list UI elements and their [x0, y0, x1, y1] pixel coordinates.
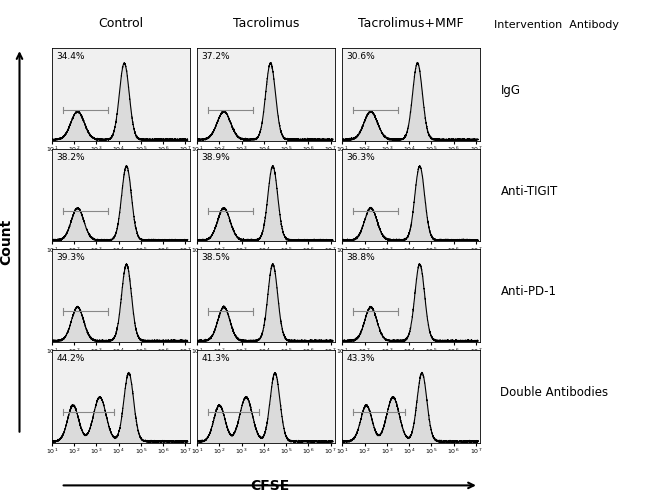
Text: 30.6%: 30.6%: [346, 52, 375, 61]
Text: CFSE: CFSE: [250, 479, 289, 493]
Text: 43.3%: 43.3%: [346, 354, 375, 363]
Text: 41.3%: 41.3%: [202, 354, 230, 363]
Text: IgG: IgG: [500, 84, 521, 97]
Text: 36.3%: 36.3%: [346, 152, 375, 161]
Text: Anti-PD-1: Anti-PD-1: [500, 285, 556, 298]
Text: Anti-TIGIT: Anti-TIGIT: [500, 185, 558, 198]
Text: 37.2%: 37.2%: [202, 52, 230, 61]
Text: Tacrolimus: Tacrolimus: [233, 17, 299, 30]
Text: 38.2%: 38.2%: [56, 152, 84, 161]
Text: Tacrolimus+MMF: Tacrolimus+MMF: [359, 17, 464, 30]
Text: Double Antibodies: Double Antibodies: [500, 386, 608, 399]
Text: 38.8%: 38.8%: [346, 253, 375, 262]
Text: 39.3%: 39.3%: [56, 253, 85, 262]
Text: Count: Count: [0, 218, 14, 265]
Text: 44.2%: 44.2%: [56, 354, 84, 363]
Text: 38.5%: 38.5%: [202, 253, 230, 262]
Text: 34.4%: 34.4%: [56, 52, 84, 61]
Text: Intervention  Antibody: Intervention Antibody: [494, 20, 619, 30]
Text: 38.9%: 38.9%: [202, 152, 230, 161]
Text: Control: Control: [98, 17, 144, 30]
